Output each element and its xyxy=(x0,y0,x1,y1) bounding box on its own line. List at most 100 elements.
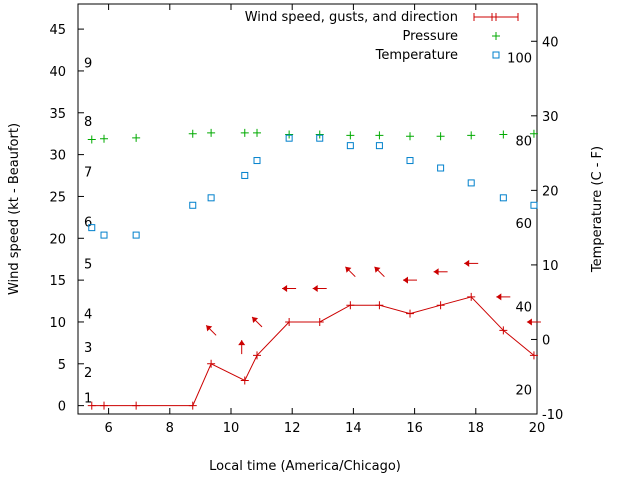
wind-point xyxy=(375,301,384,310)
fahrenheit-label: 80 xyxy=(515,134,532,149)
wind-direction-arrow xyxy=(345,266,356,278)
y2-tick-label: 30 xyxy=(542,110,559,125)
pressure-point xyxy=(529,129,538,138)
legend-label-wind: Wind speed, gusts, and direction xyxy=(245,10,458,25)
series-layer xyxy=(87,128,538,410)
legend-swatch-wind-ticks xyxy=(473,13,519,21)
beaufort-label: 8 xyxy=(84,115,92,130)
x-tick-label: 14 xyxy=(345,421,362,436)
wind-point xyxy=(207,359,216,368)
temperature-point xyxy=(189,201,197,209)
fahrenheit-label: 20 xyxy=(515,383,532,398)
pressure-point xyxy=(188,129,197,138)
y2-tick-label: 10 xyxy=(542,259,559,274)
y-axis-tick-labels: 0 5 10 15 20 25 30 35 40 45 xyxy=(49,23,66,415)
wind-point xyxy=(346,301,355,310)
temperature-point xyxy=(207,194,215,202)
temperature-point xyxy=(316,134,324,142)
fahrenheit-labels: 20 40 60 80 100 xyxy=(507,52,532,399)
legend-swatch-pressure xyxy=(492,32,500,40)
pressure-point xyxy=(499,130,508,139)
beaufort-label: 5 xyxy=(84,257,92,272)
x-tick-label: 12 xyxy=(284,421,301,436)
wind-point xyxy=(132,401,141,410)
beaufort-labels: 1 2 3 4 5 6 7 8 9 xyxy=(84,57,92,407)
temperature-point xyxy=(375,142,383,150)
temperature-point xyxy=(499,194,507,202)
beaufort-label: 2 xyxy=(84,366,92,381)
x-tick-label: 20 xyxy=(529,421,546,436)
y-tick-label: 10 xyxy=(49,316,66,331)
wind-direction-arrow xyxy=(282,285,297,292)
pressure-point xyxy=(240,128,249,137)
x-tick-label: 8 xyxy=(166,421,174,436)
wind-direction-arrow xyxy=(464,259,479,267)
pressure-point xyxy=(436,132,445,141)
temperature-point xyxy=(437,164,445,172)
wind-direction-arrow xyxy=(526,318,541,326)
wind-point xyxy=(467,292,476,301)
y2-tick-label: 20 xyxy=(542,184,559,199)
wind-direction-arrow xyxy=(238,340,246,355)
wind-direction-arrow xyxy=(433,268,448,276)
y2-tick-label: 40 xyxy=(542,35,559,50)
pressure-point xyxy=(285,130,294,139)
wind-direction-arrow xyxy=(496,293,511,301)
x-axis-label: Local time (America/Chicago) xyxy=(209,459,401,474)
legend-swatch-temperature xyxy=(492,51,500,59)
y2-axis-label: Temperature (C - F) xyxy=(590,146,605,273)
temperature-point xyxy=(467,179,475,187)
legend-label-pressure: Pressure xyxy=(402,29,458,44)
x-axis-tick-labels: 6 8 10 12 14 16 18 20 xyxy=(104,421,545,436)
pressure-point xyxy=(467,131,476,140)
beaufort-label: 3 xyxy=(84,341,92,356)
y-tick-label: 0 xyxy=(58,400,66,415)
beaufort-label: 6 xyxy=(84,216,92,231)
beaufort-label: 9 xyxy=(84,57,92,72)
y-tick-label: 35 xyxy=(49,107,66,122)
wind-point xyxy=(100,401,109,410)
y-tick-label: 25 xyxy=(49,190,66,205)
pressure-point xyxy=(315,130,324,139)
x-tick-label: 10 xyxy=(223,421,240,436)
pressure-point xyxy=(253,128,262,137)
wind-direction-arrow xyxy=(205,325,217,336)
wind-direction-arrows xyxy=(205,259,541,355)
beaufort-label: 1 xyxy=(84,391,92,406)
pressure-point xyxy=(375,131,384,140)
pressure-point xyxy=(87,135,96,144)
fahrenheit-label: 100 xyxy=(507,52,532,67)
wind-direction-arrow xyxy=(251,316,263,328)
y2-tick-label: -10 xyxy=(542,408,563,423)
wind-point xyxy=(499,326,508,335)
temperature-point xyxy=(530,201,538,209)
wind-point xyxy=(529,351,538,360)
wind-point xyxy=(253,351,262,360)
y2-axis-tick-labels: -10 0 10 20 30 40 xyxy=(542,35,563,423)
pressure-point xyxy=(406,132,415,141)
x-tick-label: 18 xyxy=(468,421,485,436)
wind-point xyxy=(87,401,96,410)
pressure-point xyxy=(132,133,141,142)
pressure-point xyxy=(346,131,355,140)
temperature-point xyxy=(253,157,261,165)
x-tick-label: 6 xyxy=(104,421,112,436)
pressure-point xyxy=(100,134,109,143)
legend: Wind speed, gusts, and direction Pressur… xyxy=(245,10,519,63)
wind-point xyxy=(188,401,197,410)
temperature-point xyxy=(100,231,108,239)
wind-series-line xyxy=(91,296,535,407)
wind-point xyxy=(406,309,415,318)
y-tick-label: 45 xyxy=(49,23,66,38)
y-tick-label: 15 xyxy=(49,274,66,289)
beaufort-label: 4 xyxy=(84,308,92,323)
fahrenheit-label: 60 xyxy=(515,217,532,232)
temperature-point xyxy=(346,142,354,150)
temperature-point xyxy=(88,224,96,232)
temperature-point xyxy=(285,134,293,142)
wind-direction-arrow xyxy=(403,276,417,284)
wind-direction-arrow xyxy=(374,266,385,278)
y-tick-label: 20 xyxy=(49,232,66,247)
y-tick-label: 40 xyxy=(49,65,66,80)
